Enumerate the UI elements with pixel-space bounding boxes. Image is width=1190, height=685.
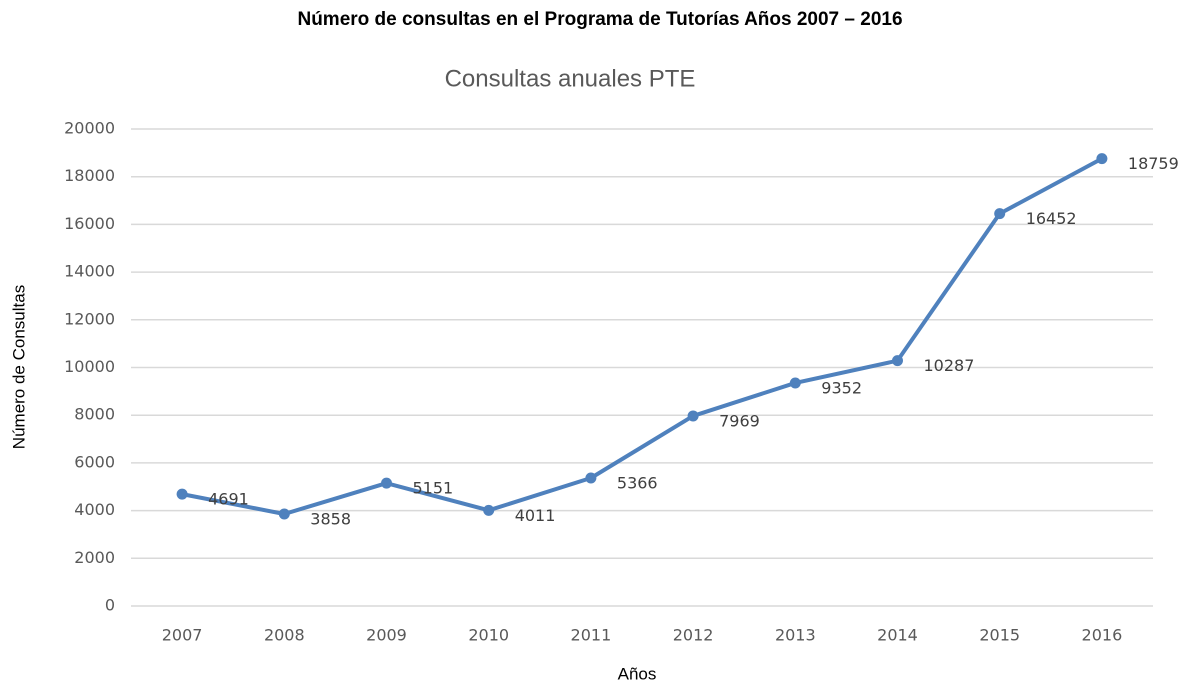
chart-title: Número de consultas en el Programa de Tu… (297, 9, 902, 30)
marker (278, 508, 290, 520)
marker (994, 208, 1006, 220)
x-axis-label: Años (618, 664, 657, 683)
x-tick-label: 2013 (775, 626, 816, 645)
x-tick-label: 2015 (979, 626, 1020, 645)
y-tick-label: 14000 (64, 262, 115, 281)
data-label: 10287 (924, 356, 975, 375)
marker (585, 472, 597, 484)
data-label: 4011 (515, 506, 556, 525)
x-tick-label: 2014 (877, 626, 918, 645)
x-tick-label: 2007 (162, 626, 203, 645)
y-tick-label: 6000 (74, 452, 115, 471)
y-tick-label: 8000 (74, 405, 115, 424)
y-tick-label: 20000 (64, 119, 115, 138)
data-label: 18759 (1128, 154, 1179, 173)
x-tick-label: 2010 (468, 626, 509, 645)
data-label: 3858 (310, 509, 351, 528)
y-tick-label: 12000 (64, 309, 115, 328)
x-tick-label: 2016 (1082, 626, 1123, 645)
y-tick-label: 4000 (74, 500, 115, 519)
y-tick-label: 16000 (64, 214, 115, 233)
marker (789, 377, 801, 389)
x-tick-label: 2011 (571, 626, 612, 645)
y-tick-label: 0 (105, 596, 115, 615)
data-label: 5151 (413, 479, 454, 498)
marker (176, 488, 188, 500)
x-tick-label: 2012 (673, 626, 714, 645)
marker (687, 410, 699, 422)
x-tick-label: 2008 (264, 626, 305, 645)
data-label: 9352 (821, 378, 862, 397)
y-tick-label: 10000 (64, 357, 115, 376)
data-label: 16452 (1026, 209, 1077, 228)
data-label: 5366 (617, 474, 658, 493)
data-label: 4691 (208, 490, 249, 509)
chart-subtitle: Consultas anuales PTE (445, 65, 696, 92)
y-tick-label: 18000 (64, 166, 115, 185)
marker (483, 504, 495, 516)
marker (381, 477, 392, 489)
x-tick-label: 2009 (366, 626, 407, 645)
marker (892, 355, 903, 367)
y-tick-label: 2000 (74, 548, 115, 567)
data-label: 7969 (719, 411, 760, 430)
y-axis-label: Número de Consultas (9, 285, 28, 449)
marker (1096, 153, 1108, 165)
line (181, 156, 1103, 516)
